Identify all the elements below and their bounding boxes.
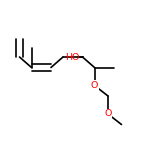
Text: O: O — [91, 81, 98, 90]
Text: O: O — [104, 110, 112, 118]
Text: HO: HO — [65, 52, 79, 62]
